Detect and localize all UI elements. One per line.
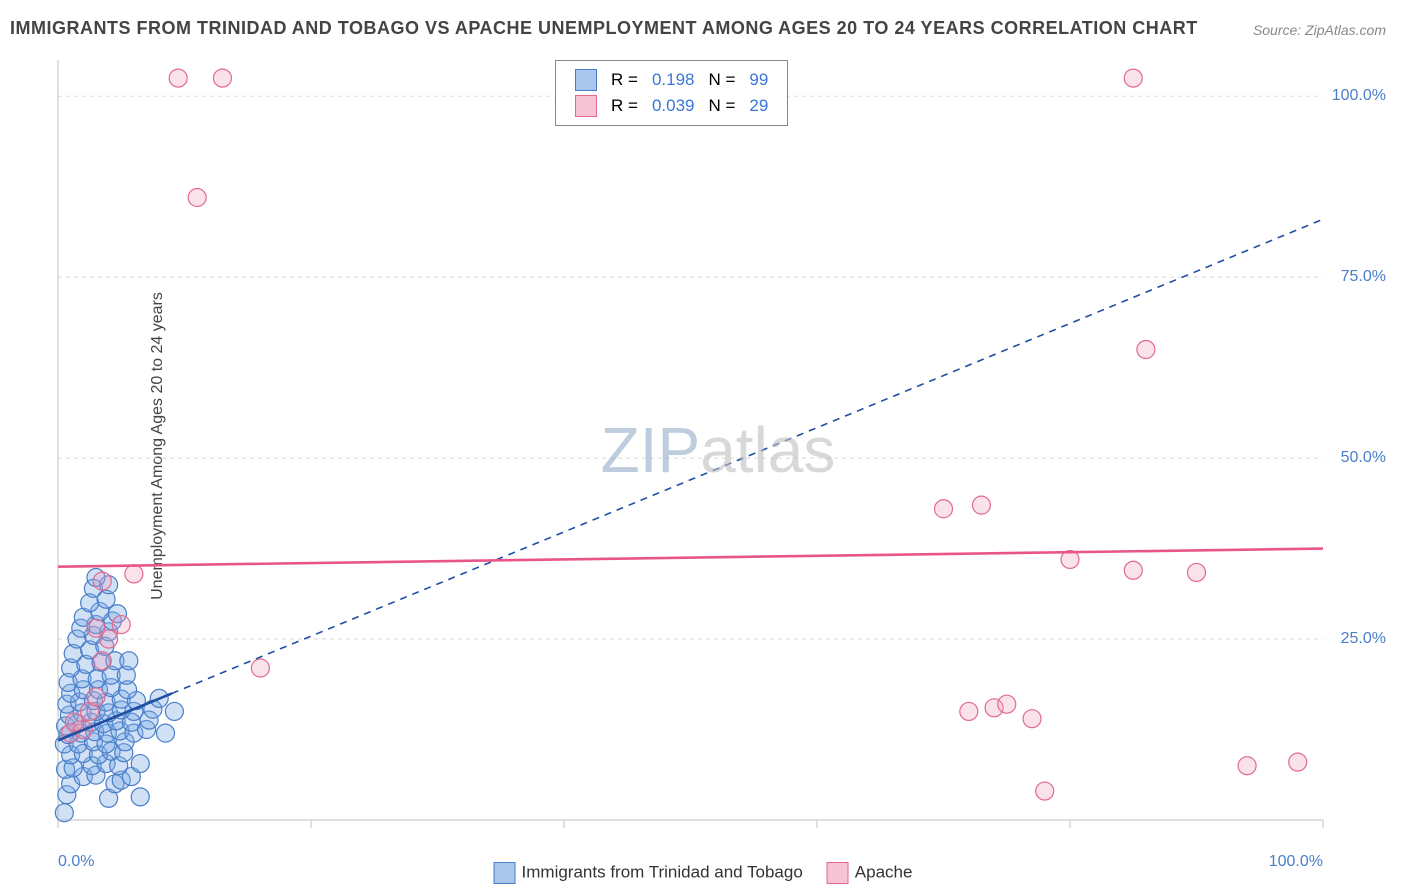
y-tick-label: 50.0% [1341, 449, 1386, 467]
y-tick-label: 75.0% [1341, 268, 1386, 286]
legend-item: Apache [827, 862, 913, 884]
legend-swatch [575, 95, 597, 117]
chart-area: 25.0%50.0%75.0%100.0% 0.0%100.0% ZIPatla… [48, 55, 1388, 845]
legend-n-value: 29 [742, 93, 775, 119]
scatter-plot [48, 55, 1388, 845]
legend-r-label: R = [604, 93, 645, 119]
legend-n-label: N = [701, 67, 742, 93]
legend-swatch [494, 862, 516, 884]
y-tick-label: 100.0% [1332, 87, 1386, 105]
legend-swatch [827, 862, 849, 884]
legend-r-value: 0.198 [645, 67, 702, 93]
legend-r-label: R = [604, 67, 645, 93]
source-label: Source: ZipAtlas.com [1253, 22, 1386, 38]
legend-item: Immigrants from Trinidad and Tobago [494, 862, 803, 884]
x-tick-label: 100.0% [1269, 853, 1323, 871]
x-tick-label: 0.0% [58, 853, 94, 871]
legend-r-value: 0.039 [645, 93, 702, 119]
chart-title: IMMIGRANTS FROM TRINIDAD AND TOBAGO VS A… [10, 18, 1198, 39]
legend-swatch [575, 69, 597, 91]
y-tick-label: 25.0% [1341, 630, 1386, 648]
legend-n-label: N = [701, 93, 742, 119]
correlation-legend: R = 0.198 N = 99 R = 0.039 N = 29 [555, 60, 788, 126]
legend-n-value: 99 [742, 67, 775, 93]
series-legend: Immigrants from Trinidad and Tobago Apach… [494, 862, 913, 884]
legend-series-name: Apache [855, 862, 913, 881]
legend-series-name: Immigrants from Trinidad and Tobago [522, 862, 803, 881]
